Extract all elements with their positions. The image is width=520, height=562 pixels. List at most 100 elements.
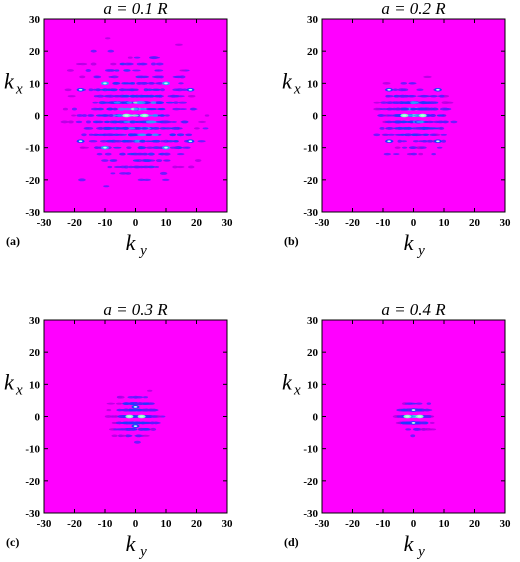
heatmap-cell bbox=[415, 402, 423, 405]
heatmap-cell bbox=[98, 101, 107, 105]
heatmap-cell bbox=[106, 94, 115, 98]
heatmap-cell bbox=[147, 152, 155, 156]
heatmap-cell bbox=[84, 126, 94, 130]
heatmap-cell bbox=[79, 75, 86, 79]
heatmap-cell bbox=[176, 165, 185, 169]
heatmap-cell bbox=[92, 101, 99, 104]
heatmap-cell bbox=[419, 94, 428, 98]
heatmap-cell bbox=[138, 422, 147, 424]
heatmap-cell bbox=[178, 101, 187, 104]
heatmap-cell bbox=[154, 165, 160, 168]
heatmap-cell bbox=[137, 146, 144, 150]
panel-d: -30 -20 -10 0 10 20 30 -30 -20 -10 0 10 20 30 a = 0.4 … bbox=[282, 300, 511, 560]
heatmap-cell bbox=[87, 114, 95, 117]
y-tick-label: -20 bbox=[303, 476, 318, 488]
heatmap-cell bbox=[420, 428, 427, 431]
heatmap-peak-core bbox=[124, 114, 129, 117]
heatmap-cell bbox=[113, 146, 122, 149]
heatmap-cell bbox=[386, 107, 395, 111]
x-tick-label: 30 bbox=[222, 217, 234, 229]
heatmap-cell bbox=[104, 120, 110, 124]
heatmap-cell bbox=[202, 127, 209, 130]
heatmap-cell bbox=[142, 402, 150, 405]
y-axis-label-sub: x bbox=[15, 382, 23, 398]
heatmap-cell bbox=[136, 127, 142, 130]
x-axis-label-sub: y bbox=[138, 544, 147, 560]
heatmap-cell bbox=[418, 152, 424, 156]
heatmap-blobs bbox=[373, 75, 458, 156]
heatmap-cell bbox=[132, 114, 139, 117]
heatmap-cell bbox=[151, 133, 159, 137]
heatmap-cell bbox=[423, 127, 432, 130]
x-tick-label: -30 bbox=[37, 518, 52, 530]
x-tick-label: -20 bbox=[345, 217, 360, 229]
heatmap-cell bbox=[127, 62, 134, 66]
heatmap-cell bbox=[158, 114, 166, 117]
heatmap-cell bbox=[101, 159, 109, 162]
heatmap-cell bbox=[450, 120, 458, 124]
y-tick-label: 20 bbox=[29, 46, 41, 58]
x-axis-label-sub: y bbox=[416, 544, 425, 560]
heatmap-cell bbox=[123, 126, 129, 130]
heatmap-cell bbox=[110, 88, 118, 92]
heatmap-cell bbox=[181, 146, 189, 149]
heatmap-cell bbox=[146, 389, 153, 392]
panel-title: a = 0.3 R bbox=[103, 300, 168, 319]
heatmap-cell bbox=[142, 127, 149, 130]
heatmap-cell bbox=[115, 402, 123, 405]
heatmap-cell bbox=[410, 152, 418, 156]
heatmap-cell bbox=[155, 82, 161, 85]
heatmap-cell bbox=[160, 153, 170, 156]
panel-label: (b) bbox=[284, 234, 299, 248]
heatmap-cell bbox=[430, 114, 436, 117]
heatmap-cell bbox=[163, 159, 171, 162]
heatmap-cell bbox=[151, 62, 156, 66]
heatmap-cell bbox=[185, 133, 193, 137]
y-axis-label-main: k bbox=[4, 369, 15, 394]
heatmap-cell bbox=[90, 62, 97, 66]
heatmap-cell bbox=[120, 421, 129, 425]
x-axis-label-main: k bbox=[404, 230, 415, 255]
heatmap-cell bbox=[401, 88, 406, 91]
heatmap-cell bbox=[103, 185, 110, 188]
heatmap-cell bbox=[180, 120, 189, 123]
heatmap-cell bbox=[401, 408, 408, 412]
heatmap-cell bbox=[116, 139, 122, 143]
heatmap-cell bbox=[178, 108, 187, 111]
heatmap-cell bbox=[401, 146, 408, 149]
heatmap-cell bbox=[400, 133, 406, 136]
heatmap-blobs bbox=[60, 37, 210, 188]
heatmap-cell bbox=[420, 107, 428, 111]
heatmap-cell bbox=[143, 159, 152, 162]
heatmap-cell bbox=[396, 415, 403, 418]
heatmap-cell bbox=[155, 120, 164, 123]
heatmap-cell bbox=[426, 402, 432, 405]
heatmap-cell bbox=[400, 108, 409, 111]
heatmap-cell bbox=[169, 133, 176, 137]
heatmap-cell bbox=[440, 133, 447, 136]
heatmap-cell bbox=[96, 94, 105, 98]
y-axis-label-main: k bbox=[282, 369, 293, 394]
heatmap-cell bbox=[110, 172, 116, 175]
heatmap-cell bbox=[428, 120, 435, 123]
heatmap-cell bbox=[410, 107, 417, 111]
heatmap-cell bbox=[127, 428, 135, 431]
heatmap-cell bbox=[436, 114, 445, 117]
heatmap-cell bbox=[120, 140, 128, 143]
heatmap-cell bbox=[105, 37, 111, 40]
heatmap-cell bbox=[145, 140, 151, 143]
heatmap-cell bbox=[108, 114, 114, 117]
heatmap-cell bbox=[394, 101, 402, 104]
y-axis-label-main: k bbox=[4, 68, 15, 93]
heatmap-peak-core bbox=[103, 146, 107, 149]
heatmap-cell bbox=[123, 120, 131, 123]
heatmap-cell bbox=[161, 178, 170, 181]
heatmap-peak-core bbox=[142, 114, 147, 117]
heatmap-cell bbox=[150, 56, 159, 59]
heatmap-cell bbox=[112, 95, 120, 98]
heatmap-cell bbox=[152, 139, 161, 143]
heatmap-cell bbox=[198, 120, 207, 123]
heatmap-cell bbox=[142, 178, 151, 181]
heatmap-cell bbox=[410, 434, 416, 438]
